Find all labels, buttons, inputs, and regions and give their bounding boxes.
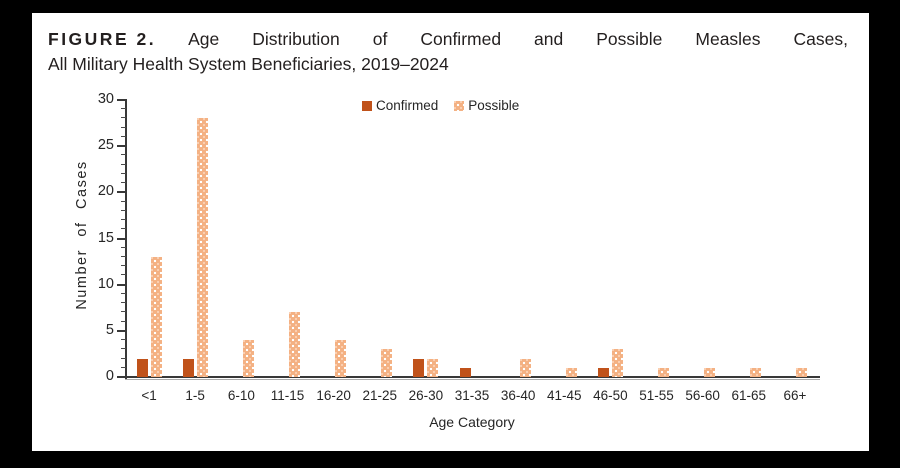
bar-possible-lt1 <box>150 256 162 377</box>
y-minor-tick <box>121 311 126 313</box>
bar-confirmed-31-35 <box>459 367 471 377</box>
bar-confirmed-46-50 <box>597 367 609 377</box>
figure-title-text: Age Distribution of Confirmed and Possib… <box>188 29 848 49</box>
y-minor-tick <box>121 209 126 211</box>
y-minor-tick <box>121 108 126 110</box>
x-category-label: 21-25 <box>362 388 397 403</box>
bar-possible-26-30 <box>427 358 439 377</box>
y-minor-tick <box>121 292 126 294</box>
y-minor-tick <box>121 163 126 165</box>
y-minor-tick <box>121 274 126 276</box>
y-tick-label: 25 <box>97 137 114 154</box>
x-category-label: 56-60 <box>685 388 720 403</box>
y-minor-tick <box>121 320 126 322</box>
x-category-label: 16-20 <box>316 388 351 403</box>
x-category-label: 51-55 <box>639 388 674 403</box>
x-axis-line <box>125 376 820 378</box>
y-minor-tick <box>121 126 126 128</box>
bar-possible-11-15 <box>288 312 300 377</box>
y-tick-label: 30 <box>97 91 114 107</box>
y-major-tick <box>117 99 126 101</box>
figure-canvas: FIGURE 2. Age Distribution of Confirmed … <box>32 13 869 451</box>
y-minor-tick <box>121 200 126 202</box>
y-tick-label: 5 <box>105 321 114 338</box>
legend-item-confirmed: Confirmed <box>362 98 438 113</box>
bar-possible-36-40 <box>519 358 531 377</box>
y-axis-line <box>125 99 127 379</box>
y-minor-tick <box>121 357 126 359</box>
y-major-tick <box>117 191 126 194</box>
y-minor-tick <box>121 154 126 156</box>
y-minor-tick <box>121 246 126 248</box>
x-category-label: 1-5 <box>185 388 205 403</box>
figure-title-line2: All Military Health System Beneficiaries… <box>48 54 449 74</box>
bar-possible-66plus <box>796 367 808 377</box>
y-minor-tick <box>121 219 126 221</box>
legend-item-possible: Possible <box>454 98 519 113</box>
y-major-tick <box>117 237 126 240</box>
y-major-tick <box>117 145 126 148</box>
y-minor-tick <box>121 117 126 119</box>
x-category-label: 11-15 <box>270 388 305 403</box>
legend-swatch-confirmed <box>362 100 372 111</box>
y-minor-tick <box>121 255 126 257</box>
x-category-label: <1 <box>141 388 157 403</box>
x-category-label: 36-40 <box>500 388 536 403</box>
y-minor-tick <box>121 228 126 230</box>
y-major-tick <box>117 329 126 332</box>
x-category-label: 46-50 <box>593 388 628 403</box>
y-minor-tick <box>121 172 126 174</box>
bar-possible-56-60 <box>704 367 716 377</box>
bar-confirmed-lt1 <box>136 358 148 377</box>
y-minor-tick <box>121 348 126 350</box>
x-category-label: 6-10 <box>227 388 255 403</box>
y-minor-tick <box>121 302 126 304</box>
bar-possible-16-20 <box>335 340 347 377</box>
y-minor-tick <box>121 182 126 184</box>
x-axis-line-shadow <box>125 379 820 380</box>
y-minor-tick <box>121 135 126 137</box>
x-axis-title: Age Category <box>429 414 515 430</box>
chart-plot-area: Number of Cases Age Category Confirmed P… <box>32 13 869 451</box>
bar-confirmed-26-30 <box>413 358 425 377</box>
bar-possible-1-5 <box>196 118 208 377</box>
x-category-label: 41-45 <box>546 388 582 403</box>
y-major-tick <box>117 283 126 286</box>
y-minor-tick <box>121 366 126 368</box>
y-tick-label: 15 <box>97 229 114 246</box>
bar-possible-21-25 <box>381 349 393 377</box>
figure-title-line1: FIGURE 2. Age Distribution of Confirmed … <box>48 27 848 52</box>
x-category-label: 26-30 <box>408 388 444 403</box>
bar-confirmed-1-5 <box>182 358 194 377</box>
figure-number-label: FIGURE 2. <box>48 29 157 49</box>
y-tick-label: 10 <box>97 275 114 292</box>
y-minor-tick <box>121 339 126 341</box>
x-category-label: 31-35 <box>454 388 490 403</box>
legend-label-possible: Possible <box>468 98 520 113</box>
x-category-label: 66+ <box>783 388 807 403</box>
bar-possible-41-45 <box>565 367 577 377</box>
bar-possible-46-50 <box>611 349 623 377</box>
y-tick-label: 0 <box>105 368 114 384</box>
legend-swatch-possible <box>454 100 465 111</box>
figure-title: FIGURE 2. Age Distribution of Confirmed … <box>48 27 848 77</box>
bar-possible-51-55 <box>658 367 670 377</box>
legend: Confirmed Possible <box>362 98 519 113</box>
legend-label-confirmed: Confirmed <box>376 98 439 113</box>
y-major-tick <box>117 376 126 378</box>
y-minor-tick <box>121 265 126 267</box>
y-tick-label: 20 <box>97 183 114 200</box>
bar-possible-6-10 <box>242 340 254 377</box>
x-category-label: 61-65 <box>731 388 767 403</box>
bar-possible-61-65 <box>750 367 762 377</box>
